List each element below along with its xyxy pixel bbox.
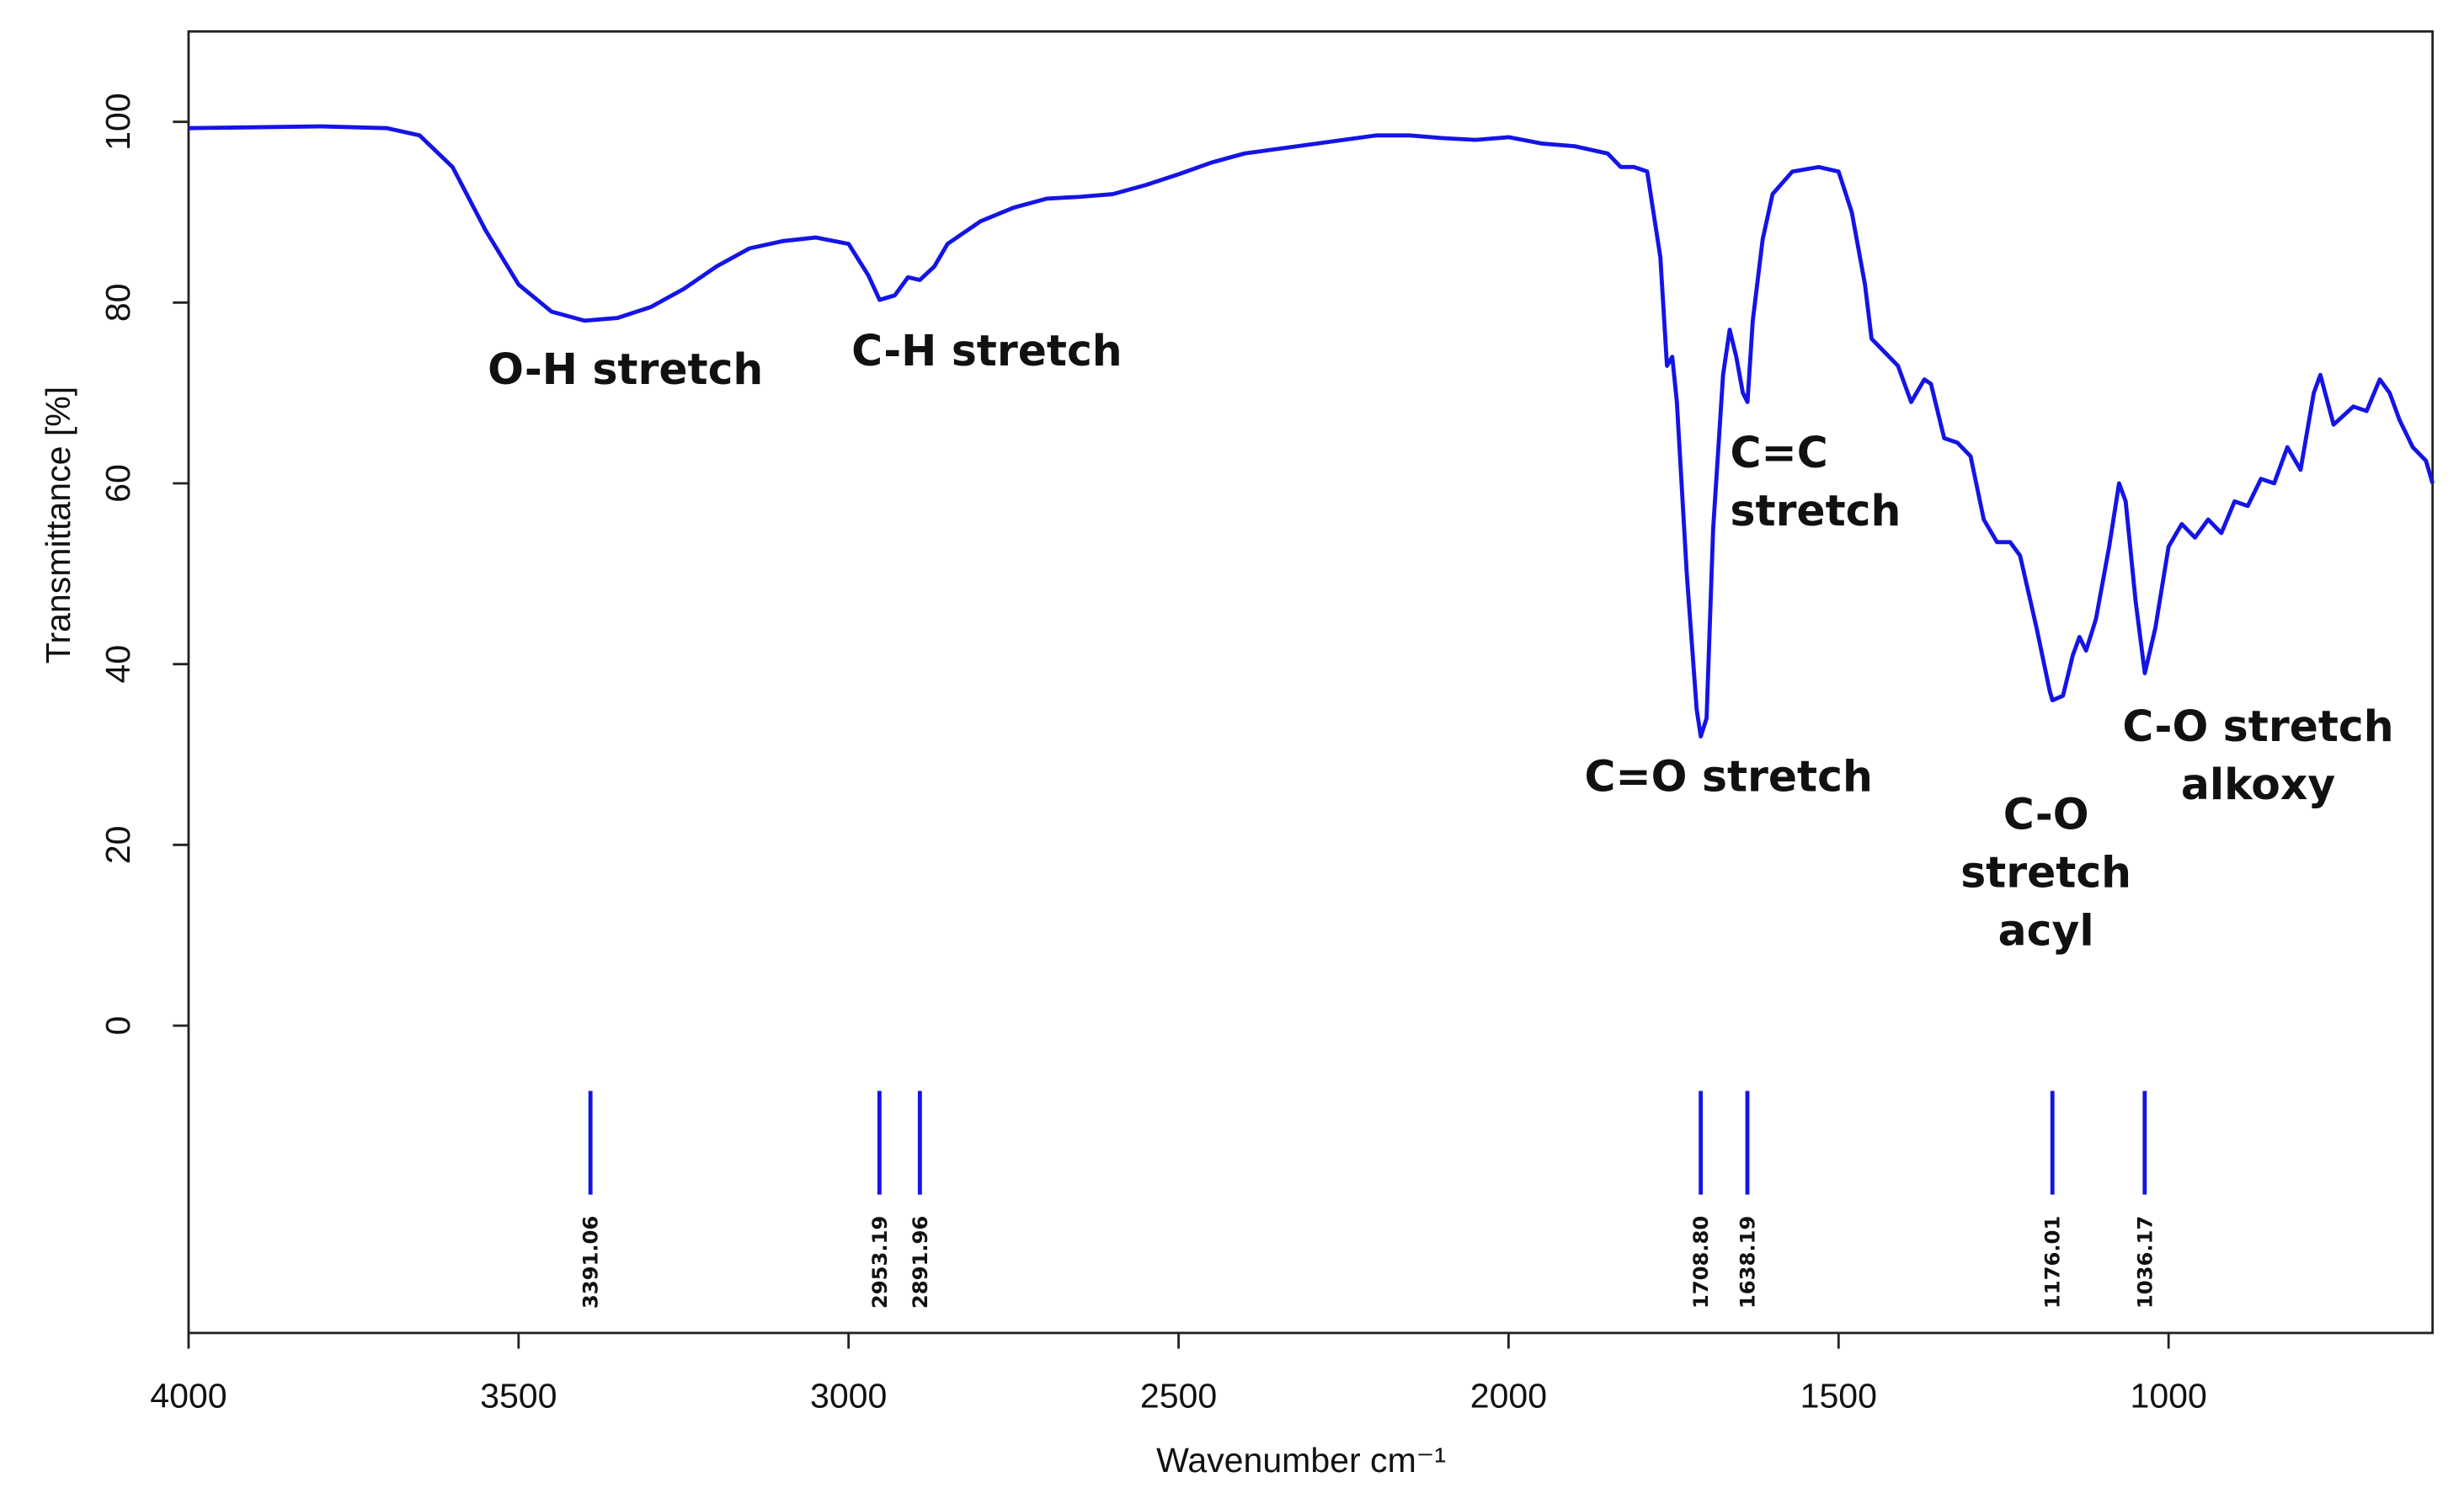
spectrum-line xyxy=(188,124,2435,739)
annotation: C-O stretch xyxy=(2122,701,2393,751)
y-tick-label: 80 xyxy=(99,283,137,322)
x-tick-label: 3500 xyxy=(480,1377,557,1416)
annotation: C=O stretch xyxy=(1584,752,1872,802)
y-tick-label: 40 xyxy=(99,645,137,684)
peak-label: 2891.96 xyxy=(908,1216,932,1309)
plot-frame xyxy=(187,29,2435,1335)
x-tick-label: 2000 xyxy=(1470,1377,1547,1416)
x-tick-label: 2500 xyxy=(1140,1377,1217,1416)
y-tick-label: 0 xyxy=(99,1016,137,1036)
annotation: C-O xyxy=(2003,789,2089,839)
annotation: alkoxy xyxy=(2181,760,2335,809)
peak-label: 1708.80 xyxy=(1688,1216,1713,1309)
annotation: C=C xyxy=(1731,428,1828,477)
annotation: O-H stretch xyxy=(488,344,763,394)
x-tick-label: 4000 xyxy=(150,1377,227,1416)
y-axis-label: Transmittance [%] xyxy=(39,387,77,664)
y-tick-label: 60 xyxy=(99,464,137,503)
annotation: C-H stretch xyxy=(851,326,1123,376)
y-tick-label: 20 xyxy=(99,825,137,864)
x-tick-label: 3000 xyxy=(810,1377,887,1416)
peak-label: 3391.06 xyxy=(579,1216,603,1309)
x-tick-label: 1000 xyxy=(2131,1377,2207,1416)
peak-label: 1638.19 xyxy=(1735,1216,1759,1309)
peak-label: 1036.17 xyxy=(2132,1216,2157,1309)
peak-label: 2953.19 xyxy=(867,1216,892,1309)
annotation: acyl xyxy=(1998,906,2094,956)
y-tick-label: 100 xyxy=(99,93,137,151)
annotation: stretch xyxy=(1731,486,1901,536)
x-axis-label: Wavenumber cm⁻¹ xyxy=(1156,1441,1446,1480)
peak-label: 1176.01 xyxy=(2040,1216,2065,1309)
annotation: stretch xyxy=(1960,847,2131,897)
x-tick-label: 1500 xyxy=(1800,1377,1877,1416)
